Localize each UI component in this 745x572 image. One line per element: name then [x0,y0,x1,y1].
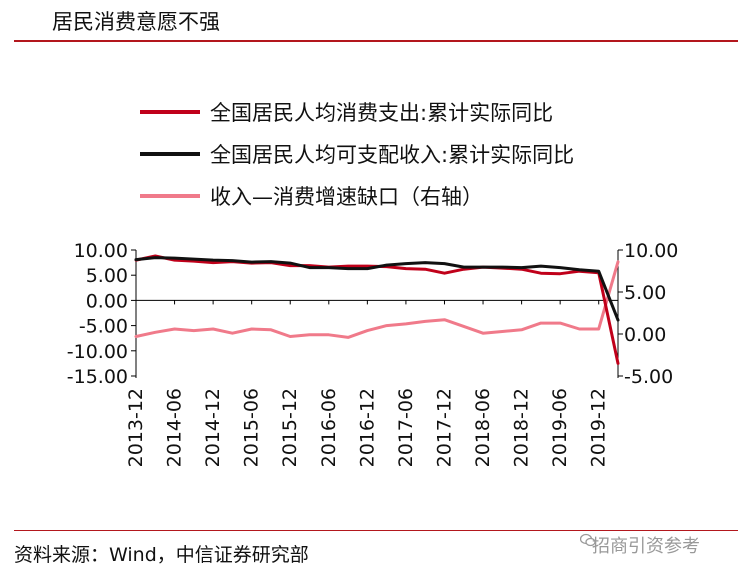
watermark: 招商引资参考 [592,536,700,557]
x-tick-label: 2016-12 [356,388,378,467]
x-tick-label: 2015-06 [241,388,263,467]
y-left-tick-label: -15.00 [67,366,128,388]
y-right-tick-label: 0.00 [624,324,666,346]
y-left-tick-label: -10.00 [67,341,128,363]
x-tick-label: 2014-06 [164,388,186,467]
x-tick-label: 2019-12 [588,388,610,467]
line-chart: 全国居民人均消费支出:累计实际同比全国居民人均可支配收入:累计实际同比收入—消费… [67,101,679,467]
x-tick-label: 2017-06 [395,388,417,467]
y-left-tick-label: 5.00 [86,265,128,287]
x-tick-label: 2018-12 [511,388,533,467]
y-left-tick-label: 0.00 [86,290,128,312]
series-line-3 [134,260,620,339]
series-line-2 [134,256,620,322]
legend-label-1: 全国居民人均消费支出:累计实际同比 [210,101,553,125]
chart-title: 居民消费意愿不强 [52,10,220,34]
x-tick-label: 2019-06 [549,388,571,467]
y-left-tick-label: 10.00 [74,240,128,262]
y-right-tick-label: -5.00 [624,366,673,388]
series-line-1 [134,254,620,365]
x-tick-label: 2016-06 [318,388,340,467]
y-right-tick-label: 10.00 [624,240,678,262]
source-note: 资料来源：Wind，中信证券研究部 [14,544,309,566]
chart-series [134,254,620,365]
top-divider [14,40,738,42]
wechat-icon [580,533,596,547]
x-tick-label: 2018-06 [472,388,494,467]
legend-label-2: 全国居民人均可支配收入:累计实际同比 [210,143,574,167]
bottom-divider [14,530,738,531]
y-right-tick-label: 5.00 [624,282,666,304]
x-tick-label: 2015-12 [279,388,301,467]
y-left-tick-label: -5.00 [79,316,128,338]
x-tick-label: 2017-12 [433,388,455,467]
chart-axes: 10.00 5.00 0.00 -5.00 -10.00 -15.00 10.00 5.00 0… [67,240,679,467]
legend-label-3: 收入—消费增速缺口（右轴） [210,185,483,209]
legend: 全国居民人均消费支出:累计实际同比全国居民人均可支配收入:累计实际同比收入—消费… [140,101,574,209]
x-tick-label: 2014-12 [202,388,224,467]
x-tick-label: 2013-12 [125,388,147,467]
